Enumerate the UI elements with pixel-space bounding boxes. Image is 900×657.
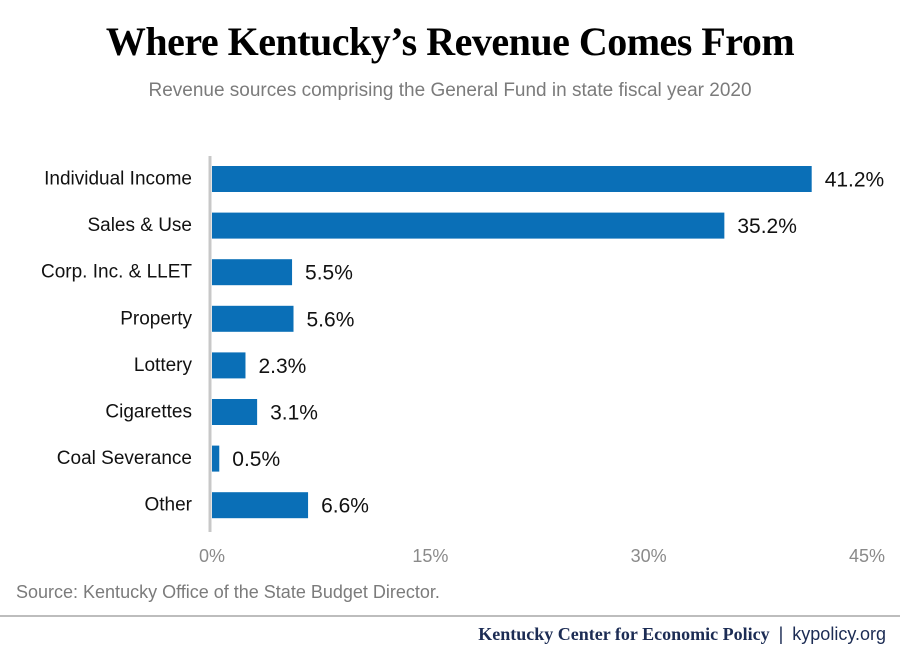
category-label: Coal Severance <box>57 448 192 469</box>
data-label: 0.5% <box>232 448 280 471</box>
chart-subtitle: Revenue sources comprising the General F… <box>148 80 752 101</box>
data-label: 5.6% <box>307 308 355 331</box>
category-label: Lottery <box>134 355 193 376</box>
x-tick-label: 0% <box>199 546 225 566</box>
data-label: 41.2% <box>825 169 885 192</box>
bar <box>212 445 220 472</box>
bar <box>212 166 812 192</box>
bar <box>212 212 725 239</box>
footer-org: Kentucky Center for Economic Policy <box>478 624 770 644</box>
data-label: 3.1% <box>270 402 318 425</box>
category-label: Sales & Use <box>87 215 192 236</box>
source-note: Source: Kentucky Office of the State Bud… <box>16 582 440 602</box>
category-label: Other <box>144 495 192 516</box>
x-tick-label: 30% <box>631 546 667 566</box>
bar <box>212 399 258 425</box>
chart-title: Where Kentucky’s Revenue Comes From <box>105 19 795 64</box>
x-tick-label: 15% <box>412 546 448 566</box>
x-tick-label: 45% <box>849 546 885 566</box>
category-label: Individual Income <box>44 169 192 190</box>
data-label: 2.3% <box>258 355 306 378</box>
data-label: 6.6% <box>321 495 369 518</box>
data-label: 5.5% <box>305 262 353 285</box>
footer-separator: | <box>778 624 784 644</box>
category-label: Property <box>120 308 192 329</box>
footer-url: kypolicy.org <box>792 624 886 644</box>
footer: Kentucky Center for Economic Policy | ky… <box>478 624 886 645</box>
bar <box>212 352 246 379</box>
footer-divider <box>0 615 900 617</box>
bar <box>212 305 294 332</box>
bar <box>212 259 293 286</box>
category-label: Cigarettes <box>105 402 192 423</box>
category-label: Corp. Inc. & LLET <box>41 262 192 283</box>
data-label: 35.2% <box>737 215 797 238</box>
bar-chart: Individual Income 41.2% Sales & Use 35.2% Co… <box>41 156 885 566</box>
bar <box>212 492 309 519</box>
